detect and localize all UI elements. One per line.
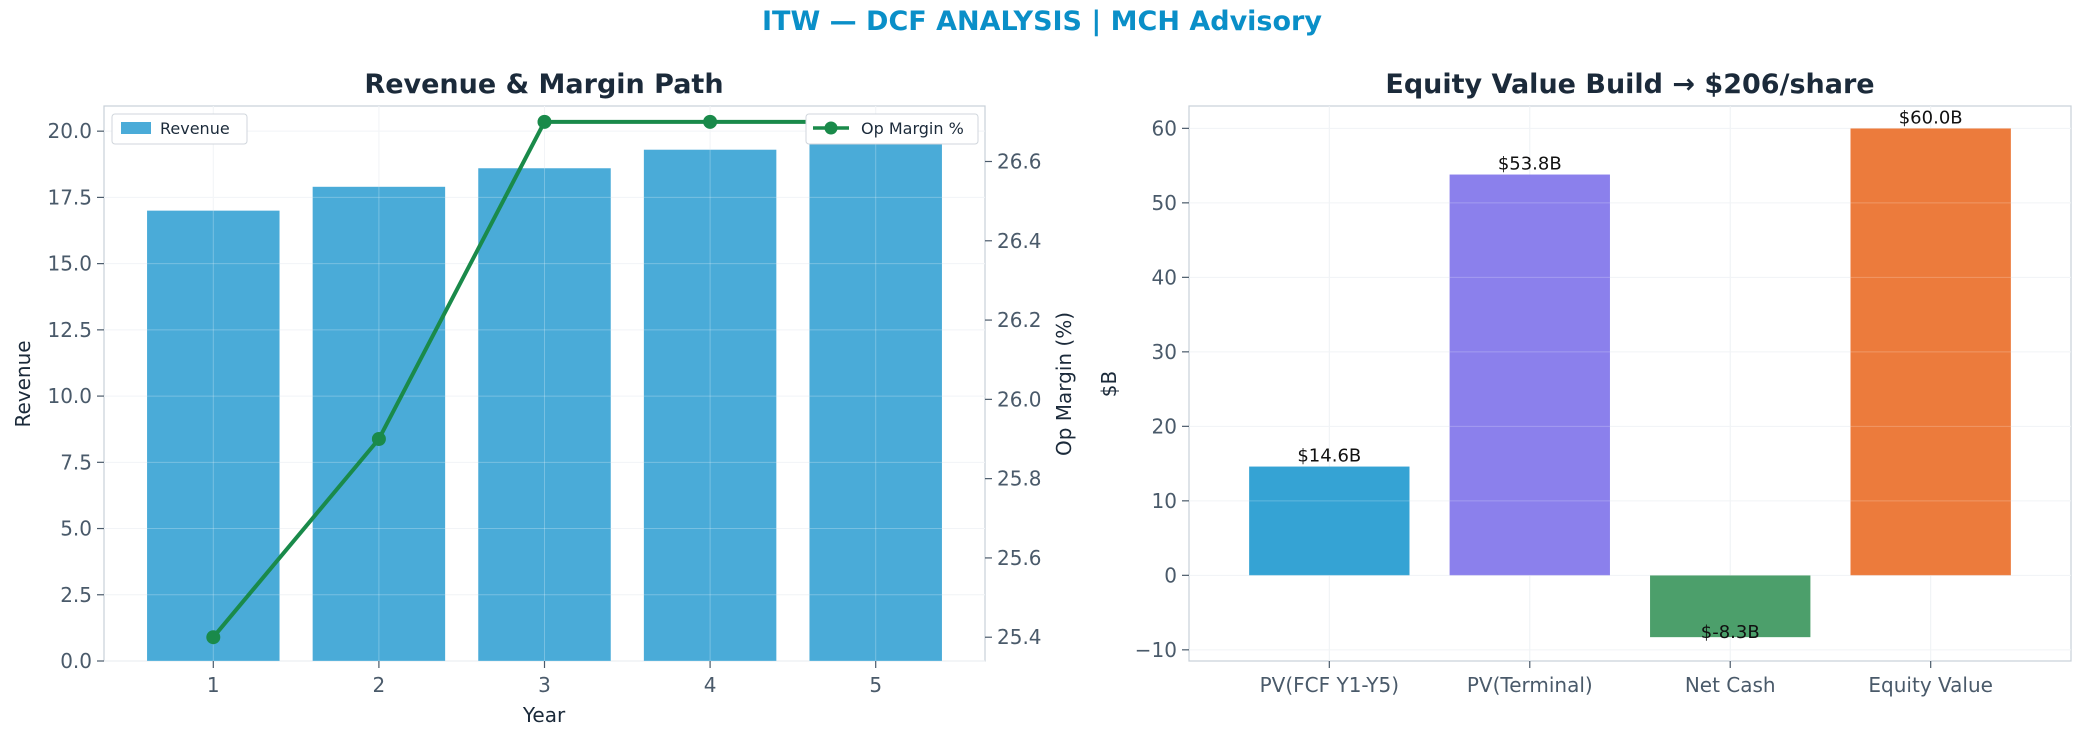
right-x-tick-label: PV(Terminal) [1467,673,1593,697]
left-x-axis-label: Year [522,703,566,727]
revenue-margin-chart: 0.02.55.07.510.012.515.017.520.0 25.425.… [11,69,1076,727]
left-y-tick-label: 12.5 [47,318,92,342]
revenue-bar [312,186,446,661]
equity-value-chart: $14.6B $53.8B $-8.3B $60.0B −10 0 10 20 30 40 50 6… [1097,69,2072,697]
right-y-tick-label: 40 [1152,265,1177,289]
left-x-tick-label: 2 [373,673,386,697]
right-y-tick-label: 60 [1152,116,1177,140]
left-y2-tick-label: 26.2 [997,308,1042,332]
equity-bar-label: $53.8B [1498,154,1562,175]
op-margin-point [537,114,552,129]
legend-revenue-box [111,113,248,145]
figure-title: ITW — DCF ANALYSIS | MCH Advisory [762,6,1322,37]
revenue-bar [643,149,777,661]
right-x-tick-label: PV(FCF Y1-Y5) [1260,673,1399,697]
left-y-tick-label: 7.5 [60,450,92,474]
op-margin-point [703,114,718,129]
right-y-tick-label: 10 [1152,489,1177,513]
left-y-tick-label: 0.0 [60,649,92,673]
right-x-ticks: PV(FCF Y1-Y5) PV(Terminal) Net Cash Equity … [1260,661,1993,697]
equity-bar [1249,466,1410,576]
right-y-tick-label: −10 [1135,638,1177,662]
right-x-tick-label: Net Cash [1685,673,1776,697]
op-margin-point [371,432,386,446]
left-y-tick-label: 5.0 [60,517,92,541]
revenue-bar [809,131,942,662]
op-margin-point [206,630,221,645]
right-y-ticks: −10 0 10 20 30 40 50 60 [1135,116,1189,662]
legend-op-margin-marker [824,121,838,135]
equity-bar [1650,575,1811,638]
equity-bars: $14.6B $53.8B $-8.3B $60.0B [1189,107,2071,651]
right-y-tick-label: 30 [1152,340,1177,364]
left-x-tick-label: 3 [538,673,551,697]
right-y-axis-label: $B [1097,371,1121,397]
left-y-tick-label: 2.5 [60,583,92,607]
left-y2-tick-label: 26.0 [997,387,1042,411]
left-y-tick-label: 15.0 [47,252,92,276]
left-y2-tick-label: 26.6 [997,150,1042,174]
equity-bar [1850,128,2011,576]
left-y2-axis-label: Op Margin (%) [1052,312,1076,456]
left-y2-tick-label: 25.6 [997,546,1042,570]
left-x-tick-label: 1 [207,673,220,697]
revenue-bars [104,106,985,662]
left-panel-title: Revenue & Margin Path [364,69,723,100]
left-y2-ticks: 25.4 25.6 25.8 26.0 26.2 26.4 26.6 [985,150,1042,649]
legend-revenue-label: Revenue [160,119,230,138]
left-y-axis-label: Revenue [11,340,35,427]
legend-revenue: Revenue [111,113,248,145]
equity-bar-label: $-8.3B [1701,622,1760,643]
legend-op-margin-label: Op Margin % [861,119,964,138]
right-y-tick-label: 50 [1152,191,1177,215]
left-y2-tick-label: 26.4 [997,229,1042,253]
legend-op-margin: Op Margin % [805,113,979,145]
equity-bar-label: $60.0B [1899,107,1963,128]
left-x-tick-label: 5 [869,673,882,697]
legend-revenue-swatch [121,122,151,134]
left-y-ticks: 0.0 2.5 5.0 7.5 10.0 12.5 15.0 17.5 20.0 [47,119,104,673]
revenue-bar [478,168,611,661]
right-y-tick-label: 0 [1164,563,1177,587]
equity-bar-label: $14.6B [1297,446,1361,467]
equity-bar [1449,174,1610,576]
left-x-tick-label: 4 [704,673,717,697]
right-y-tick-label: 20 [1152,414,1177,438]
right-panel-title: Equity Value Build → $206/share [1385,69,1874,100]
left-y-tick-label: 20.0 [47,119,92,143]
legend-op-margin-box [805,113,979,145]
left-y-tick-label: 10.0 [47,384,92,408]
right-x-tick-label: Equity Value [1868,673,1993,697]
left-y2-tick-label: 25.8 [997,467,1042,491]
left-x-ticks: 1 2 3 4 5 [207,661,882,697]
left-y2-tick-label: 25.4 [997,625,1042,649]
left-y-tick-label: 17.5 [47,185,92,209]
